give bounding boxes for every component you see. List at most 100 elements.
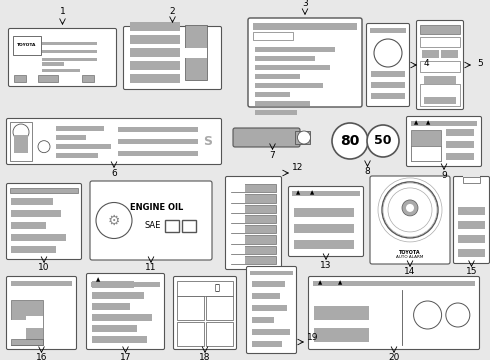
Text: ▲: ▲ — [296, 190, 300, 195]
Bar — [294, 224, 354, 233]
Bar — [130, 22, 180, 31]
Bar — [420, 37, 460, 47]
FancyBboxPatch shape — [173, 276, 237, 350]
Bar — [458, 207, 485, 215]
Text: ▲: ▲ — [318, 280, 322, 285]
Bar — [255, 47, 335, 52]
Text: 12: 12 — [293, 163, 304, 172]
Text: SAE: SAE — [144, 221, 160, 230]
Circle shape — [367, 125, 399, 157]
Text: 15: 15 — [466, 267, 477, 276]
FancyBboxPatch shape — [90, 181, 212, 260]
Bar — [252, 317, 274, 323]
Bar — [231, 194, 245, 202]
Bar — [206, 322, 233, 346]
Circle shape — [332, 123, 368, 159]
Bar — [11, 222, 46, 229]
Bar — [255, 110, 297, 115]
Bar — [446, 141, 474, 148]
Bar — [231, 246, 245, 254]
Text: 7: 7 — [270, 150, 275, 159]
FancyBboxPatch shape — [289, 186, 364, 256]
Bar — [446, 129, 474, 136]
Circle shape — [297, 131, 311, 144]
Circle shape — [38, 141, 50, 153]
Text: TOYOTA: TOYOTA — [17, 43, 37, 47]
Bar — [255, 65, 330, 70]
Bar — [182, 220, 196, 232]
Bar — [11, 198, 53, 205]
Bar — [118, 139, 198, 144]
Bar — [231, 256, 245, 264]
Bar — [252, 281, 285, 287]
Bar — [252, 341, 282, 347]
Bar — [10, 122, 32, 161]
FancyBboxPatch shape — [454, 176, 490, 264]
Bar — [411, 130, 441, 161]
FancyBboxPatch shape — [233, 128, 300, 147]
Bar — [463, 175, 480, 183]
Bar — [118, 151, 198, 156]
Bar — [411, 121, 477, 126]
Bar — [295, 131, 310, 144]
Bar — [231, 256, 276, 264]
Text: 20: 20 — [388, 354, 400, 360]
Text: 1: 1 — [60, 8, 65, 17]
Bar — [91, 282, 160, 287]
FancyBboxPatch shape — [225, 176, 281, 270]
Bar — [411, 145, 441, 161]
Text: TOYOTA: TOYOTA — [399, 249, 421, 255]
Circle shape — [13, 124, 29, 140]
Circle shape — [96, 202, 132, 238]
FancyBboxPatch shape — [407, 117, 482, 166]
Text: 4: 4 — [423, 58, 429, 68]
Text: 🚗: 🚗 — [215, 284, 220, 292]
Bar — [250, 271, 293, 275]
Bar — [252, 305, 287, 311]
Bar — [231, 235, 245, 243]
Bar — [42, 50, 97, 53]
Text: AUTO ALARM: AUTO ALARM — [396, 255, 424, 259]
Bar — [42, 42, 97, 45]
Bar — [231, 184, 245, 192]
Bar — [420, 84, 460, 106]
Bar — [231, 225, 245, 233]
Text: ▲: ▲ — [426, 121, 430, 126]
Bar — [11, 210, 61, 217]
Bar — [118, 127, 198, 132]
Bar — [231, 215, 276, 223]
Bar — [420, 25, 460, 34]
Bar — [177, 296, 204, 320]
Bar — [255, 101, 310, 106]
Bar — [42, 58, 97, 62]
Circle shape — [374, 39, 402, 67]
Text: 5: 5 — [477, 58, 483, 68]
FancyBboxPatch shape — [87, 274, 165, 350]
FancyBboxPatch shape — [6, 184, 81, 260]
FancyBboxPatch shape — [416, 21, 464, 109]
Bar — [130, 61, 180, 70]
Bar — [255, 56, 315, 61]
Text: ENGINE OIL: ENGINE OIL — [130, 203, 184, 212]
Bar — [14, 135, 28, 153]
Bar — [314, 306, 369, 320]
FancyBboxPatch shape — [309, 276, 480, 350]
Text: S: S — [203, 135, 213, 148]
Bar — [420, 61, 460, 72]
Text: 6: 6 — [111, 168, 117, 177]
Bar — [11, 281, 72, 286]
Bar — [255, 74, 300, 79]
Circle shape — [406, 204, 414, 212]
Bar — [42, 69, 80, 72]
Bar — [56, 153, 98, 158]
Bar — [177, 322, 204, 346]
Bar — [92, 281, 134, 288]
FancyBboxPatch shape — [123, 27, 221, 90]
Text: 17: 17 — [120, 354, 131, 360]
Bar — [56, 144, 111, 149]
Bar — [458, 249, 485, 257]
Text: ▲: ▲ — [338, 280, 342, 285]
Bar — [130, 35, 180, 44]
Circle shape — [446, 303, 470, 327]
Bar — [92, 303, 130, 310]
